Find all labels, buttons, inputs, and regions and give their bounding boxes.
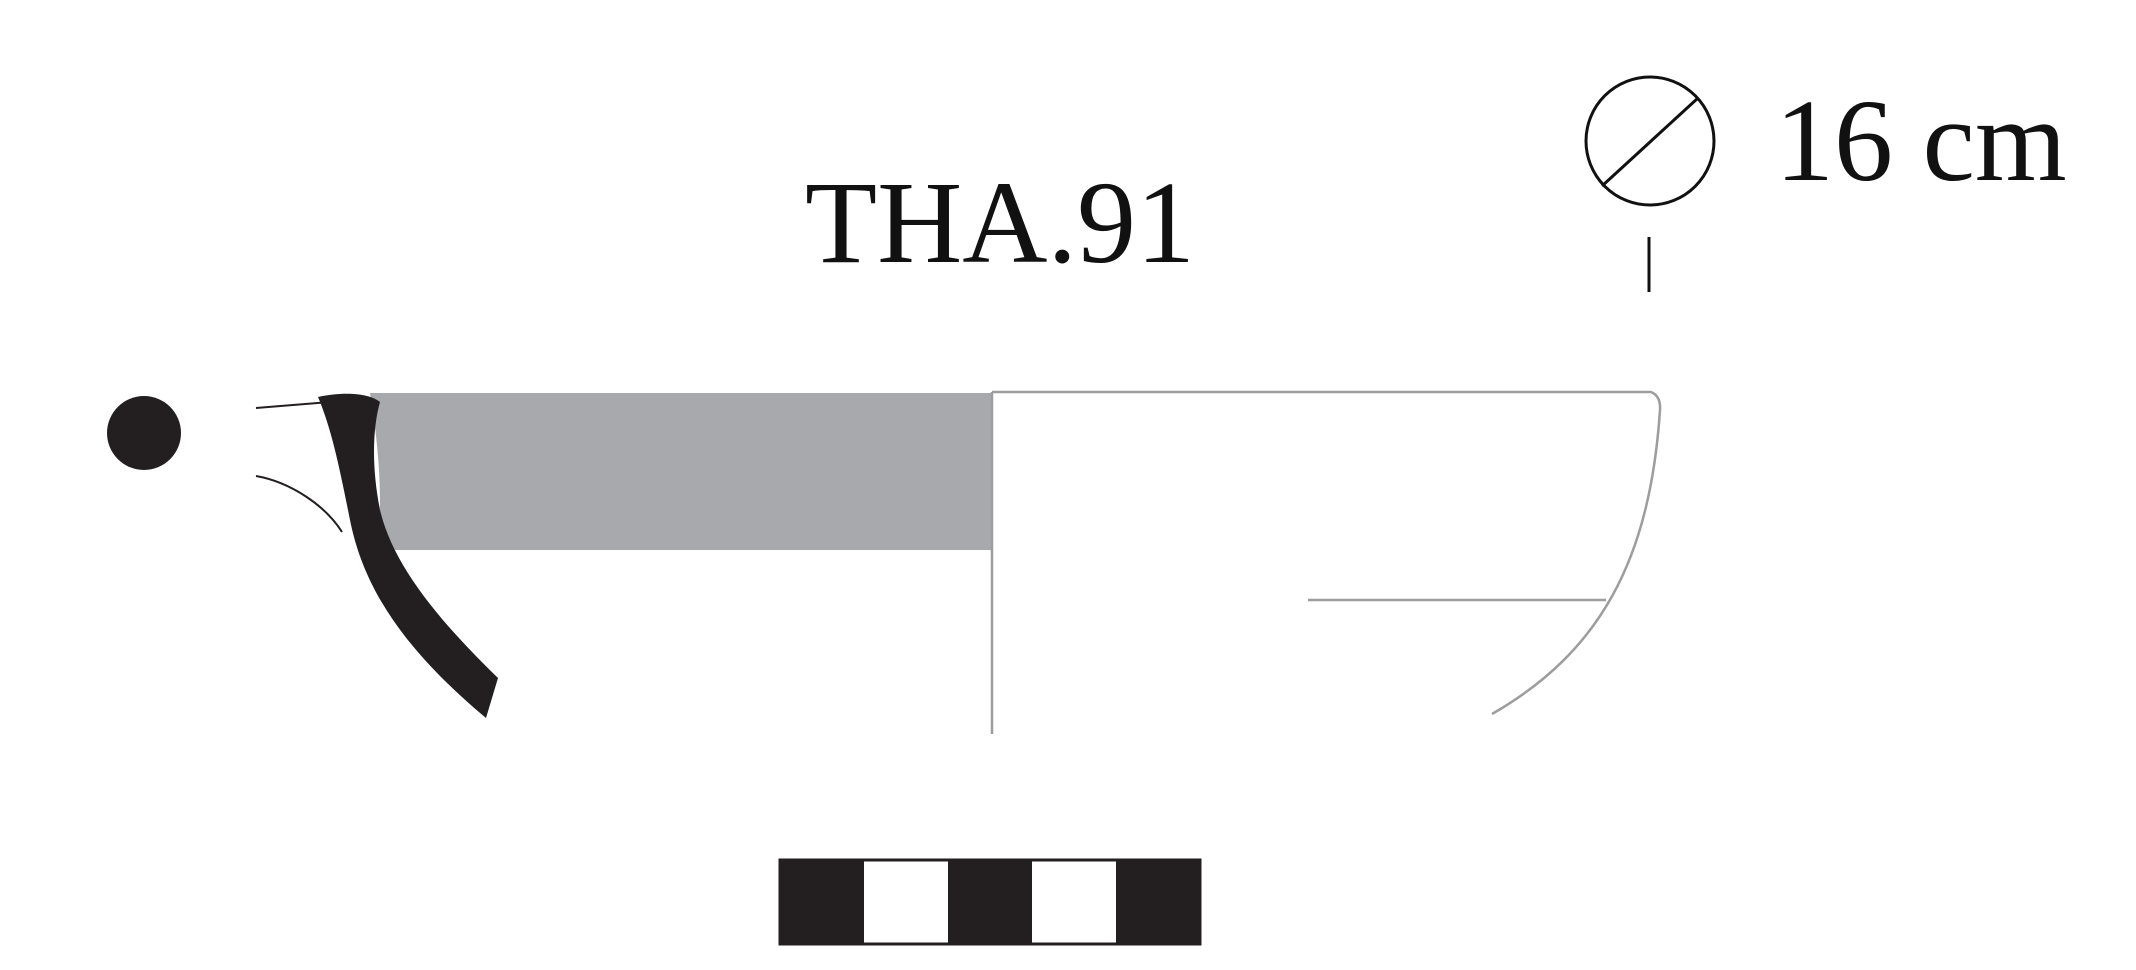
exterior-view: [990, 390, 1662, 734]
painted-band: [370, 393, 992, 550]
handle-lower-line: [255, 475, 343, 533]
handle-upper-line: [255, 401, 331, 409]
catalogue-id-label: THA.91: [805, 157, 1195, 288]
scale-segment: [780, 860, 864, 944]
rim-diameter-value: 16 cm: [1775, 75, 2067, 206]
scale-bar: [778, 858, 1202, 946]
diameter-icon: [1584, 75, 1716, 207]
scale-segment: [1116, 860, 1200, 944]
sherd-wall-section: [318, 393, 498, 718]
scale-segment: [948, 860, 1032, 944]
handle-section-dot: [107, 396, 181, 470]
